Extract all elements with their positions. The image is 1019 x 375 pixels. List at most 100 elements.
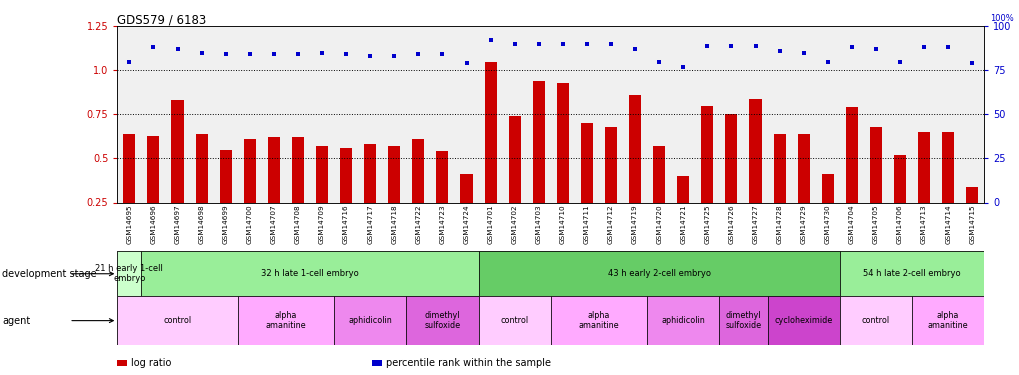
Point — [434, 51, 450, 57]
Point — [458, 60, 474, 66]
Text: development stage: development stage — [2, 269, 97, 279]
Point — [194, 50, 210, 56]
Bar — [869, 127, 881, 202]
Text: alpha
amanitine: alpha amanitine — [265, 311, 306, 330]
Bar — [532, 81, 544, 203]
Text: GDS579 / 6183: GDS579 / 6183 — [117, 13, 207, 26]
Text: log ratio: log ratio — [130, 358, 171, 368]
Bar — [772, 134, 785, 202]
Point — [554, 41, 571, 47]
Bar — [412, 139, 424, 202]
Bar — [117, 251, 142, 296]
Point — [265, 51, 281, 57]
Bar — [142, 251, 478, 296]
Text: agent: agent — [2, 316, 31, 326]
Point — [891, 58, 907, 64]
Bar — [219, 150, 231, 202]
Bar — [797, 134, 809, 202]
Point — [578, 41, 594, 47]
Bar — [821, 174, 833, 202]
Bar — [942, 132, 953, 202]
Point — [819, 58, 836, 64]
Bar — [171, 100, 183, 202]
Text: 21 h early 1-cell
embryо: 21 h early 1-cell embryо — [96, 264, 163, 284]
Point — [337, 51, 354, 57]
Text: percentile rank within the sample: percentile rank within the sample — [385, 358, 550, 368]
Point — [675, 64, 691, 70]
Bar — [917, 132, 929, 202]
Point — [698, 43, 714, 49]
Bar — [646, 296, 718, 345]
Bar — [581, 123, 592, 202]
Bar — [725, 114, 737, 202]
Bar — [339, 148, 352, 202]
Point — [963, 60, 979, 66]
Bar — [767, 296, 839, 345]
Text: 100%: 100% — [988, 15, 1013, 24]
Bar — [117, 296, 237, 345]
Text: alpha
amanitine: alpha amanitine — [578, 311, 619, 330]
Point — [145, 44, 161, 50]
Bar — [123, 134, 136, 202]
Point — [843, 44, 859, 50]
Bar — [436, 152, 448, 202]
Bar — [268, 137, 279, 202]
Bar — [460, 174, 472, 202]
Point — [867, 46, 883, 52]
Text: control: control — [163, 316, 192, 325]
Point — [169, 46, 185, 52]
Bar — [237, 296, 334, 345]
Point — [940, 44, 956, 50]
Bar — [556, 82, 569, 203]
Point — [482, 38, 498, 44]
Point — [410, 51, 426, 57]
Bar — [406, 296, 478, 345]
Text: aphidicolin: aphidicolin — [347, 316, 391, 325]
Point — [506, 41, 523, 47]
Point — [530, 41, 546, 47]
Bar — [839, 296, 911, 345]
Point — [650, 58, 666, 64]
Text: 54 h late 2-cell embryo: 54 h late 2-cell embryo — [862, 269, 960, 278]
Text: 32 h late 1-cell embryo: 32 h late 1-cell embryo — [261, 269, 359, 278]
Point — [217, 51, 233, 57]
Bar — [364, 144, 376, 202]
Point — [627, 46, 643, 52]
Text: aphidicolin: aphidicolin — [660, 316, 704, 325]
Bar — [604, 127, 616, 202]
Bar — [749, 99, 761, 202]
Bar — [388, 146, 399, 202]
Bar — [911, 296, 983, 345]
Text: dimethyl
sulfoxide: dimethyl sulfoxide — [424, 311, 460, 330]
Bar — [718, 296, 766, 345]
Bar — [196, 134, 208, 202]
Bar — [478, 296, 550, 345]
Text: alpha
amanitine: alpha amanitine — [927, 311, 967, 330]
Point — [722, 43, 739, 49]
Text: control: control — [861, 316, 890, 325]
Bar — [629, 95, 641, 202]
Point — [289, 51, 306, 57]
Bar — [839, 251, 983, 296]
Text: dimethyl
sulfoxide: dimethyl sulfoxide — [725, 311, 761, 330]
Bar — [484, 62, 496, 202]
Point — [795, 50, 811, 56]
Bar — [316, 146, 328, 202]
Point — [386, 53, 403, 59]
Text: cycloheximide: cycloheximide — [773, 316, 832, 325]
Point — [121, 58, 138, 64]
Bar — [244, 139, 256, 202]
Bar — [550, 296, 646, 345]
Bar — [508, 116, 520, 202]
Bar — [701, 106, 712, 202]
Bar — [893, 155, 905, 203]
Point — [915, 44, 931, 50]
Bar — [291, 137, 304, 202]
Bar — [334, 296, 406, 345]
Bar — [652, 146, 664, 202]
Bar — [965, 187, 977, 202]
Text: control: control — [500, 316, 528, 325]
Bar — [148, 135, 159, 202]
Bar — [677, 176, 689, 203]
Point — [242, 51, 258, 57]
